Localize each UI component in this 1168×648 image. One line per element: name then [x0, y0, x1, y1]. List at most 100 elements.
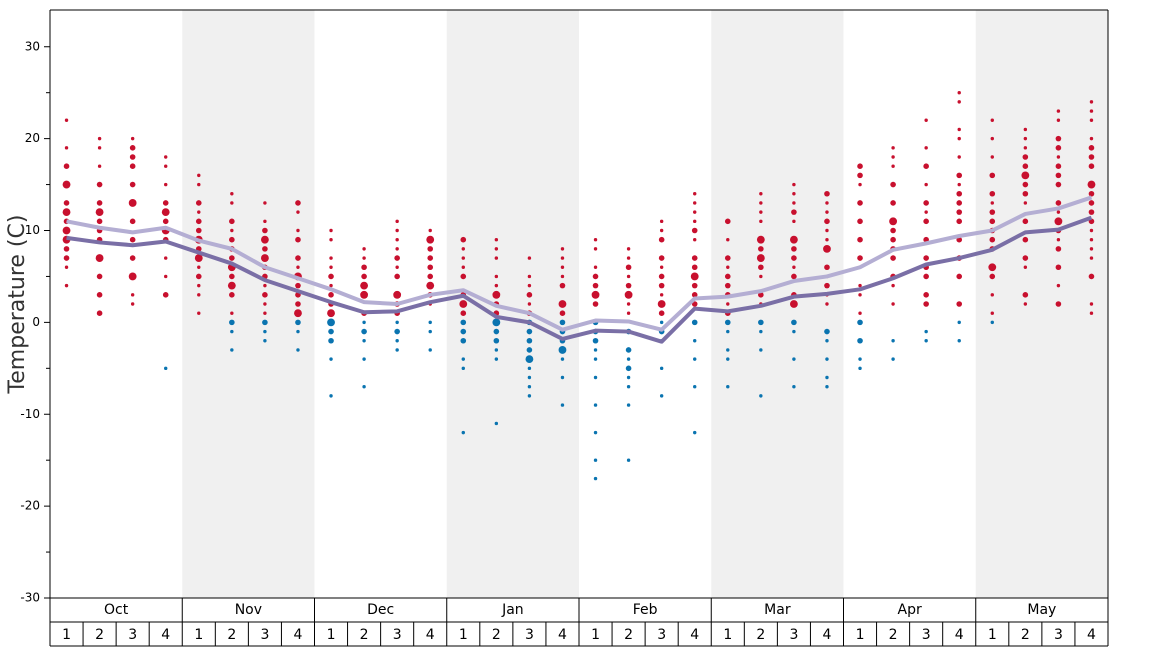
temperature-dot: [990, 320, 994, 325]
temperature-dot: [625, 282, 632, 289]
week-label: 2: [1021, 627, 1030, 643]
temperature-dot: [923, 255, 929, 261]
temperature-dot: [527, 394, 532, 398]
temperature-dot: [295, 200, 301, 206]
temperature-dot: [658, 282, 665, 289]
temperature-dot: [857, 319, 863, 326]
temperature-dot: [494, 237, 499, 242]
temperature-dot: [691, 301, 698, 307]
temperature-dot: [724, 255, 731, 261]
temperature-dot: [129, 154, 136, 160]
temperature-dot: [63, 200, 70, 206]
temperature-dot: [626, 311, 631, 315]
temperature-dot: [924, 210, 928, 214]
temperature-dot: [129, 236, 136, 243]
temperature-dot: [1056, 237, 1061, 242]
temperature-dot: [593, 458, 598, 462]
week-label: 4: [161, 627, 170, 643]
temperature-dot: [295, 255, 301, 261]
temperature-dot: [659, 366, 664, 371]
temperature-dot: [990, 201, 994, 205]
temperature-dot: [229, 292, 235, 298]
temperature-dot: [923, 292, 929, 298]
temperature-line: [66, 215, 1093, 344]
temperature-dot: [957, 320, 961, 325]
temperature-dot: [891, 302, 895, 306]
temperature-dot: [128, 199, 137, 207]
temperature-dot: [824, 282, 830, 289]
temperature-dot: [1023, 265, 1028, 269]
temperature-dot: [825, 228, 829, 233]
temperature-dot: [197, 311, 201, 315]
temperature-dot: [329, 394, 333, 398]
temperature-dot: [956, 218, 963, 225]
week-label: 3: [922, 627, 931, 643]
temperature-dot: [957, 127, 961, 132]
temperature-dot: [197, 210, 201, 214]
temperature-dot: [691, 292, 698, 298]
temperature-dot: [693, 219, 697, 224]
temperature-dot: [956, 200, 963, 206]
month-label: Oct: [104, 602, 129, 618]
temperature-dot: [792, 182, 796, 187]
temperature-dot: [1055, 145, 1062, 151]
temperature-dot: [858, 357, 862, 361]
week-label: 1: [988, 627, 997, 643]
temperature-dot: [97, 146, 102, 150]
temperature-dot: [460, 328, 467, 335]
week-label: 4: [823, 627, 832, 643]
temperature-dot: [790, 300, 798, 308]
temperature-dot: [825, 339, 829, 343]
temperature-dot: [64, 118, 69, 122]
week-label: 4: [1087, 627, 1096, 643]
temperature-dot: [162, 292, 169, 298]
temperature-dot: [294, 309, 302, 318]
temperature-dot: [362, 256, 366, 260]
temperature-dot: [890, 181, 896, 188]
temperature-dot: [230, 348, 234, 352]
temperature-dot: [890, 236, 896, 243]
temperature-dot: [790, 235, 798, 244]
temperature-dot: [492, 318, 501, 327]
month-band: [446, 10, 579, 598]
temperature-dot: [691, 255, 698, 261]
temperature-dot: [162, 218, 169, 225]
temperature-dot: [956, 301, 963, 307]
temperature-dot: [1056, 210, 1061, 214]
temperature-dot: [957, 136, 961, 141]
temperature-dot: [990, 155, 994, 159]
temperature-dot: [659, 228, 664, 233]
temperature-dot: [263, 283, 267, 288]
temperature-dot: [990, 311, 994, 315]
temperature-dot: [63, 255, 70, 261]
temperature-dot: [726, 302, 730, 306]
temperature-dot: [96, 218, 103, 225]
temperature-dot: [461, 256, 465, 260]
temperature-dot: [825, 237, 829, 242]
temperature-dot: [329, 228, 333, 233]
week-label: 3: [657, 627, 666, 643]
month-label: May: [1027, 602, 1056, 618]
temperature-dot: [1055, 163, 1062, 169]
temperature-dot: [263, 339, 267, 343]
temperature-dot: [164, 155, 168, 159]
temperature-dot: [1089, 136, 1094, 141]
temperature-dot: [792, 357, 796, 361]
temperature-dot: [327, 318, 335, 327]
temperature-dot: [96, 292, 103, 298]
temperature-dot: [361, 328, 367, 335]
temperature-dot: [989, 190, 996, 197]
month-label: Mar: [764, 602, 791, 618]
temperature-dot: [625, 264, 632, 271]
temperature-dot: [924, 118, 928, 122]
temperature-dot: [494, 348, 499, 352]
y-tick-label: -20: [20, 499, 40, 513]
temperature-dot: [1089, 311, 1094, 315]
temperature-dot: [130, 293, 135, 297]
temperature-dot: [327, 309, 335, 318]
temperature-dot: [593, 237, 598, 242]
y-tick-label: 0: [32, 315, 40, 329]
temperature-dot: [230, 201, 234, 205]
temperature-dot: [1055, 135, 1062, 142]
temperature-dot: [792, 265, 796, 269]
